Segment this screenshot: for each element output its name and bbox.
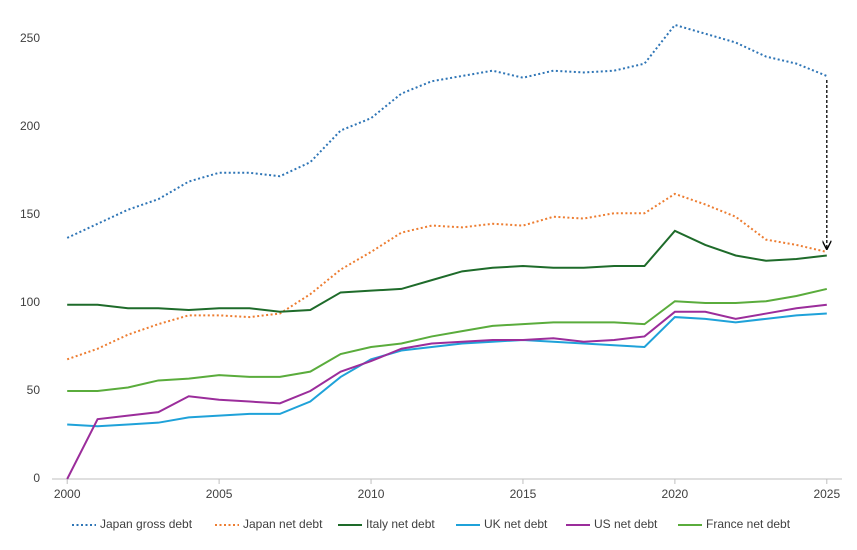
x-tick-label: 2015 (510, 487, 537, 501)
y-tick-label: 250 (20, 31, 40, 45)
series-line (67, 287, 828, 392)
series-line (66, 192, 828, 361)
y-tick-label: 150 (20, 207, 40, 221)
series-line (66, 23, 828, 239)
legend-label: France net debt (706, 517, 791, 531)
x-tick-label: 2025 (813, 487, 840, 501)
x-tick-label: 2020 (662, 487, 689, 501)
series-line (67, 312, 827, 428)
x-tick-label: 2010 (358, 487, 385, 501)
legend-label: US net debt (594, 517, 658, 531)
y-tick-label: 200 (20, 119, 40, 133)
y-tick-label: 100 (20, 295, 40, 309)
x-tick-label: 2005 (206, 487, 233, 501)
y-tick-label: 0 (33, 471, 40, 485)
legend-label: Italy net debt (366, 517, 435, 531)
legend-label: UK net debt (484, 517, 548, 531)
y-tick-label: 50 (27, 383, 41, 397)
series-line (66, 303, 827, 480)
legend-label: Japan net debt (243, 517, 323, 531)
x-tick-label: 2000 (54, 487, 81, 501)
series-line (67, 229, 827, 313)
legend-label: Japan gross debt (100, 517, 193, 531)
